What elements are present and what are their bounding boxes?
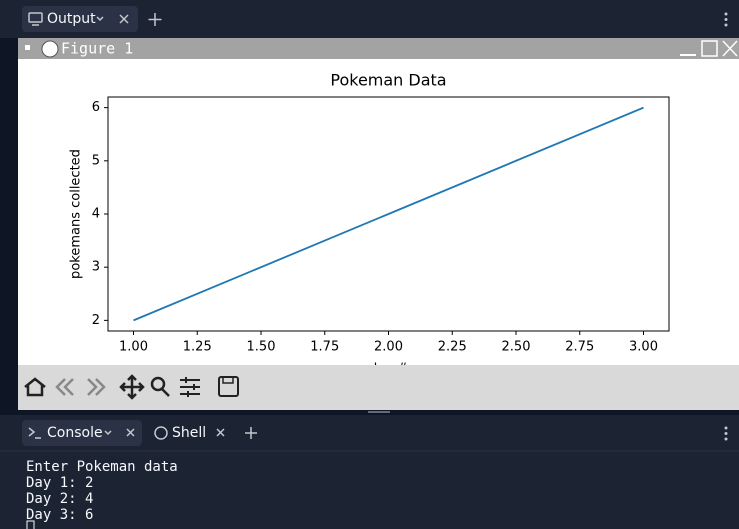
x-tick-label: 1.25 bbox=[183, 340, 212, 355]
close-console[interactable] bbox=[126, 428, 135, 437]
y-tick-label: 6 bbox=[92, 100, 100, 115]
console-tab-label: Console bbox=[47, 425, 103, 441]
y-tick-label: 5 bbox=[92, 153, 100, 168]
close-tab[interactable] bbox=[119, 14, 129, 24]
home-button[interactable] bbox=[24, 377, 46, 397]
x-tick-label: 1.75 bbox=[310, 340, 339, 355]
shell-tab-label[interactable]: Shell bbox=[172, 425, 206, 441]
toolbar-icons bbox=[24, 374, 239, 400]
console-tab[interactable] bbox=[22, 420, 142, 446]
window-title-bar bbox=[18, 38, 739, 59]
more-menu[interactable] bbox=[724, 12, 728, 27]
x-tick-label: 2.75 bbox=[565, 340, 594, 355]
chart-title: Pokeman Data bbox=[330, 71, 446, 90]
x-tick-label: 2.25 bbox=[438, 340, 467, 355]
console-dropdown[interactable] bbox=[104, 430, 112, 436]
add-tab[interactable] bbox=[148, 13, 162, 26]
output-tab[interactable] bbox=[22, 6, 138, 32]
console-line: Day 2: 4 bbox=[26, 491, 93, 507]
output-tab-label: Output bbox=[47, 11, 96, 27]
figure-background bbox=[18, 59, 739, 365]
x-tick-label: 1.00 bbox=[119, 340, 148, 355]
close-shell[interactable] bbox=[216, 428, 225, 437]
console-more-menu[interactable] bbox=[724, 426, 728, 441]
pan-button[interactable] bbox=[119, 374, 145, 400]
x-tick-label: 2.50 bbox=[502, 340, 531, 355]
shell-icon bbox=[154, 426, 168, 440]
zoom-button[interactable] bbox=[150, 376, 166, 392]
figure-canvas: Pokeman Data 2 3 4 5 6 1.00 1.25 1.50 1.75 2.00 2.2… bbox=[18, 59, 739, 377]
add-console-tab[interactable] bbox=[245, 427, 257, 439]
y-tick-label: 4 bbox=[92, 207, 100, 222]
x-tick-label: 2.00 bbox=[374, 340, 403, 355]
y-axis-label: pokemans collected bbox=[69, 149, 84, 279]
data-line bbox=[133, 106, 644, 322]
close-window[interactable] bbox=[722, 40, 738, 57]
back-button[interactable] bbox=[55, 378, 74, 396]
console-icon bbox=[28, 427, 41, 439]
console-line: Day 1: 2 bbox=[26, 475, 93, 491]
console-line: Day 3: 6 bbox=[26, 507, 93, 523]
console-line: Enter Pokeman data bbox=[26, 459, 178, 475]
x-tick-label: 1.50 bbox=[247, 340, 276, 355]
side-strip bbox=[0, 38, 18, 410]
app-icon bbox=[41, 40, 59, 58]
x-tick-label: 3.00 bbox=[629, 340, 658, 355]
window-menu[interactable] bbox=[25, 45, 30, 50]
maximize[interactable] bbox=[701, 40, 718, 57]
y-tick-label: 2 bbox=[92, 313, 100, 328]
y-tick-label: 3 bbox=[92, 260, 100, 275]
cursor bbox=[26, 520, 35, 529]
configure-button[interactable] bbox=[180, 377, 200, 397]
window-title: Figure 1 bbox=[61, 40, 133, 58]
forward-button[interactable] bbox=[87, 378, 106, 396]
tab-dropdown[interactable] bbox=[96, 16, 104, 22]
monitor-icon bbox=[28, 12, 43, 23]
axes-frame bbox=[107, 96, 670, 332]
